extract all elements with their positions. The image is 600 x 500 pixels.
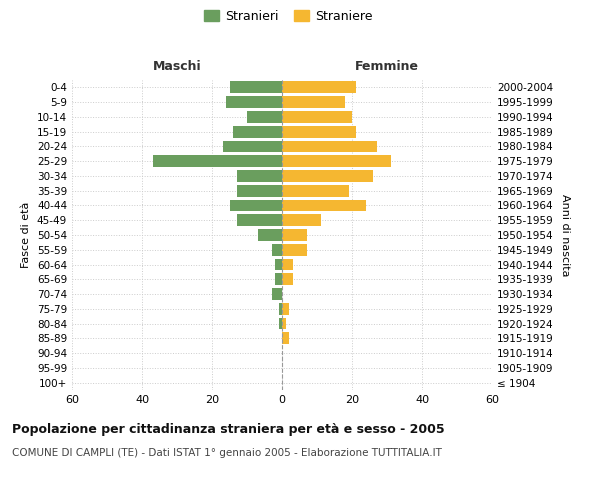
Bar: [233, 126, 282, 138]
Bar: [282, 140, 377, 152]
Y-axis label: Anni di nascita: Anni di nascita: [560, 194, 570, 276]
Bar: [282, 229, 307, 241]
Text: COMUNE DI CAMPLI (TE) - Dati ISTAT 1° gennaio 2005 - Elaborazione TUTTITALIA.IT: COMUNE DI CAMPLI (TE) - Dati ISTAT 1° ge…: [12, 448, 442, 458]
Bar: [282, 82, 355, 94]
Bar: [271, 288, 282, 300]
Bar: [247, 111, 282, 123]
Bar: [223, 140, 282, 152]
Text: Femmine: Femmine: [355, 60, 419, 72]
Bar: [282, 258, 293, 270]
Bar: [236, 170, 282, 182]
Bar: [271, 244, 282, 256]
Bar: [282, 96, 345, 108]
Bar: [282, 318, 286, 330]
Bar: [282, 303, 289, 314]
Bar: [236, 185, 282, 196]
Bar: [282, 170, 373, 182]
Bar: [226, 96, 282, 108]
Bar: [282, 244, 307, 256]
Y-axis label: Fasce di età: Fasce di età: [22, 202, 31, 268]
Bar: [282, 214, 320, 226]
Bar: [152, 156, 282, 167]
Bar: [282, 111, 352, 123]
Legend: Stranieri, Straniere: Stranieri, Straniere: [200, 6, 376, 26]
Bar: [282, 200, 366, 211]
Bar: [282, 185, 349, 196]
Bar: [282, 274, 293, 285]
Bar: [275, 274, 282, 285]
Bar: [278, 318, 282, 330]
Bar: [229, 200, 282, 211]
Bar: [236, 214, 282, 226]
Bar: [282, 332, 289, 344]
Text: Popolazione per cittadinanza straniera per età e sesso - 2005: Popolazione per cittadinanza straniera p…: [12, 422, 445, 436]
Bar: [229, 82, 282, 94]
Bar: [282, 126, 355, 138]
Bar: [282, 156, 391, 167]
Bar: [257, 229, 282, 241]
Bar: [278, 303, 282, 314]
Bar: [275, 258, 282, 270]
Text: Maschi: Maschi: [152, 60, 202, 72]
